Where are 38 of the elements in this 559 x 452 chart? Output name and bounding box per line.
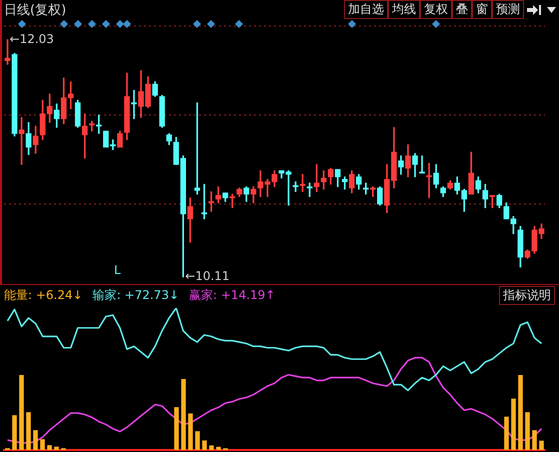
bar: [539, 440, 544, 450]
bar: [194, 431, 200, 450]
text: 赢家: +14.19↑: [189, 287, 276, 304]
text: 加自选: [344, 0, 388, 19]
text: 输家: +72.73↓: [92, 287, 180, 304]
candlestick: [419, 156, 425, 174]
bar: [19, 375, 24, 450]
bar: [26, 412, 31, 450]
candlestick: [4, 39, 10, 65]
bar: [202, 440, 206, 450]
bar: [40, 439, 45, 450]
annotation: L: [114, 263, 121, 277]
bar: [511, 398, 516, 450]
bar: [216, 446, 220, 450]
text: 预测: [492, 0, 524, 19]
bar: [180, 379, 186, 450]
candlestick: [18, 117, 24, 165]
bar: [47, 445, 52, 450]
bar: [174, 407, 178, 450]
candlestick: [292, 181, 298, 192]
text: 窗: [472, 0, 492, 19]
bar: [525, 412, 530, 450]
bar: [532, 430, 537, 450]
annotation: ←12.03: [10, 32, 54, 46]
text: 指标说明: [499, 286, 555, 305]
chart-title: 日线(复权): [4, 2, 66, 19]
bar: [54, 446, 59, 450]
annotation: ←10.11: [185, 269, 230, 284]
bar: [33, 430, 38, 450]
text: 叠: [452, 0, 472, 19]
text: 复权: [420, 0, 452, 19]
bar: [504, 416, 509, 450]
bar: [188, 413, 192, 450]
bar: [518, 375, 523, 450]
text: 均线: [388, 0, 420, 19]
text: 能量: +6.24↓: [4, 287, 83, 304]
bar: [208, 445, 214, 450]
bar: [12, 415, 17, 450]
